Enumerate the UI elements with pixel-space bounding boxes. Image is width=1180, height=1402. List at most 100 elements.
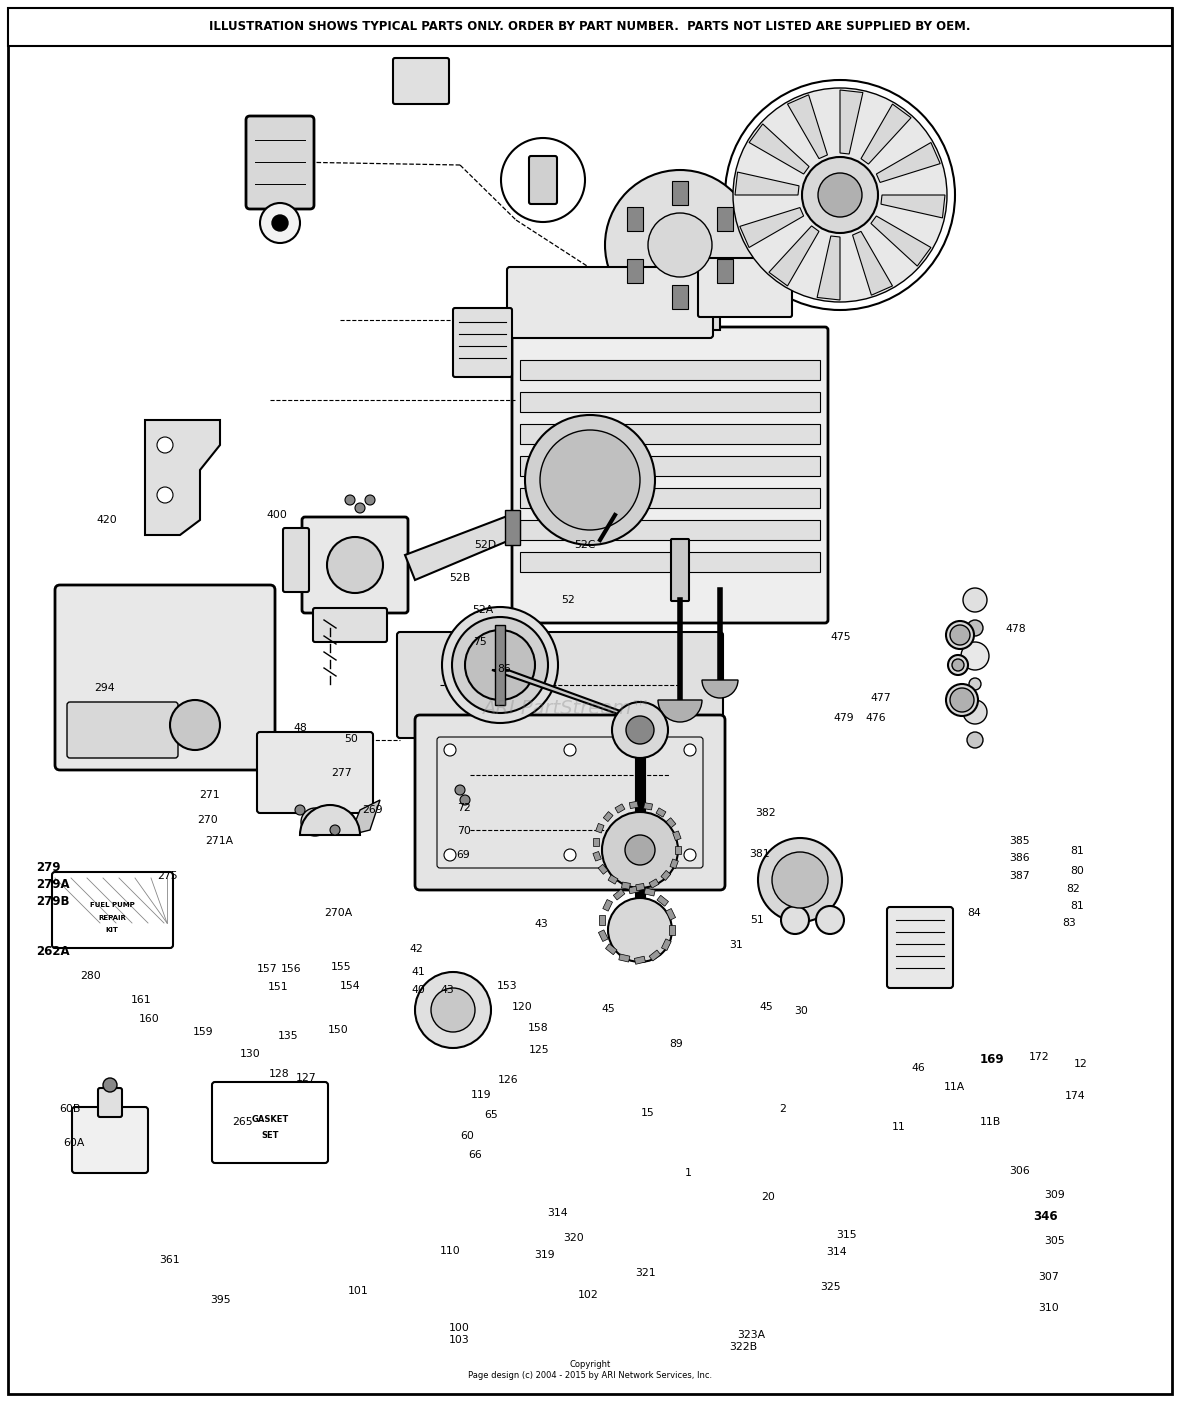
Bar [594, 838, 599, 845]
Polygon shape [853, 231, 892, 296]
Text: 60: 60 [460, 1130, 474, 1141]
Bar [614, 889, 625, 900]
Text: ILLUSTRATION SHOWS TYPICAL PARTS ONLY. ORDER BY PART NUMBER.  PARTS NOT LISTED A: ILLUSTRATION SHOWS TYPICAL PARTS ONLY. O… [209, 21, 971, 34]
Text: 159: 159 [192, 1026, 212, 1037]
Polygon shape [145, 421, 219, 536]
Text: 75: 75 [473, 637, 487, 648]
Text: 161: 161 [131, 994, 151, 1005]
Circle shape [684, 850, 696, 861]
Bar [520, 456, 820, 477]
Circle shape [969, 679, 981, 690]
Circle shape [758, 838, 843, 923]
Text: 478: 478 [1005, 624, 1025, 635]
FancyBboxPatch shape [396, 632, 723, 737]
Bar [657, 896, 669, 906]
Text: 294: 294 [94, 683, 114, 694]
Text: 279B: 279B [37, 894, 70, 908]
Text: 52B: 52B [450, 572, 471, 583]
Text: 154: 154 [340, 980, 360, 991]
Bar [670, 859, 678, 869]
Text: 11: 11 [892, 1122, 906, 1133]
Circle shape [648, 213, 712, 278]
Circle shape [772, 852, 828, 908]
Text: 271: 271 [199, 789, 219, 801]
Text: 11B: 11B [979, 1116, 1001, 1127]
Bar [644, 887, 655, 896]
Text: 265: 265 [232, 1116, 253, 1127]
Text: 83: 83 [1062, 917, 1076, 928]
Bar [666, 817, 676, 827]
Wedge shape [658, 700, 702, 722]
Text: 65: 65 [484, 1109, 498, 1120]
Text: 60A: 60A [64, 1137, 85, 1148]
FancyBboxPatch shape [302, 517, 408, 613]
Text: 381: 381 [749, 848, 769, 859]
Circle shape [564, 744, 576, 756]
Text: 50: 50 [345, 733, 359, 744]
Circle shape [452, 617, 548, 714]
Text: REPAIR: REPAIR [98, 916, 126, 921]
Polygon shape [405, 515, 510, 580]
Polygon shape [350, 801, 380, 836]
Circle shape [455, 785, 465, 795]
Text: 89: 89 [669, 1039, 683, 1050]
Circle shape [952, 659, 964, 672]
Text: 45: 45 [760, 1001, 774, 1012]
Circle shape [327, 537, 384, 593]
FancyBboxPatch shape [52, 872, 173, 948]
Bar [520, 393, 820, 412]
Text: 279A: 279A [37, 878, 70, 892]
Text: 52C: 52C [575, 540, 596, 551]
Circle shape [948, 655, 968, 674]
Circle shape [625, 836, 655, 865]
Text: 479: 479 [833, 712, 853, 723]
Text: 315: 315 [837, 1230, 857, 1241]
FancyBboxPatch shape [313, 608, 387, 642]
Text: FUEL PUMP: FUEL PUMP [90, 901, 135, 908]
Polygon shape [769, 226, 819, 286]
Text: 81: 81 [1070, 900, 1084, 911]
Text: 271A: 271A [205, 836, 234, 847]
Bar [598, 864, 608, 875]
Text: 280: 280 [80, 970, 101, 981]
Circle shape [345, 495, 355, 505]
Circle shape [540, 430, 640, 530]
Bar [520, 488, 820, 508]
Text: 361: 361 [159, 1255, 179, 1266]
Text: 81: 81 [1070, 845, 1084, 857]
Polygon shape [817, 236, 840, 300]
FancyBboxPatch shape [393, 57, 450, 104]
FancyBboxPatch shape [98, 1088, 122, 1117]
Text: 52A: 52A [472, 604, 493, 615]
Circle shape [525, 415, 655, 545]
Circle shape [273, 215, 288, 231]
Text: 157: 157 [257, 963, 277, 974]
Text: 277: 277 [332, 767, 352, 778]
FancyBboxPatch shape [257, 732, 373, 813]
Text: 270: 270 [197, 815, 218, 826]
Circle shape [431, 988, 476, 1032]
Bar [520, 423, 820, 444]
Bar [603, 812, 614, 822]
Circle shape [442, 607, 558, 723]
Bar [666, 908, 676, 920]
Bar [603, 900, 612, 911]
Text: 314: 314 [548, 1207, 568, 1218]
Bar [520, 552, 820, 572]
Circle shape [605, 170, 755, 320]
Bar [618, 953, 630, 962]
Text: 321: 321 [635, 1267, 655, 1279]
Text: 325: 325 [820, 1281, 840, 1293]
Polygon shape [877, 143, 940, 182]
Circle shape [608, 899, 671, 962]
Text: 86: 86 [497, 663, 511, 674]
Circle shape [330, 824, 340, 836]
Text: 130: 130 [240, 1049, 261, 1060]
Circle shape [103, 1078, 117, 1092]
Circle shape [963, 700, 986, 723]
Text: 119: 119 [471, 1089, 491, 1101]
Text: 306: 306 [1009, 1165, 1030, 1176]
Text: 120: 120 [512, 1001, 533, 1012]
Polygon shape [749, 123, 809, 174]
Text: 128: 128 [269, 1068, 289, 1080]
